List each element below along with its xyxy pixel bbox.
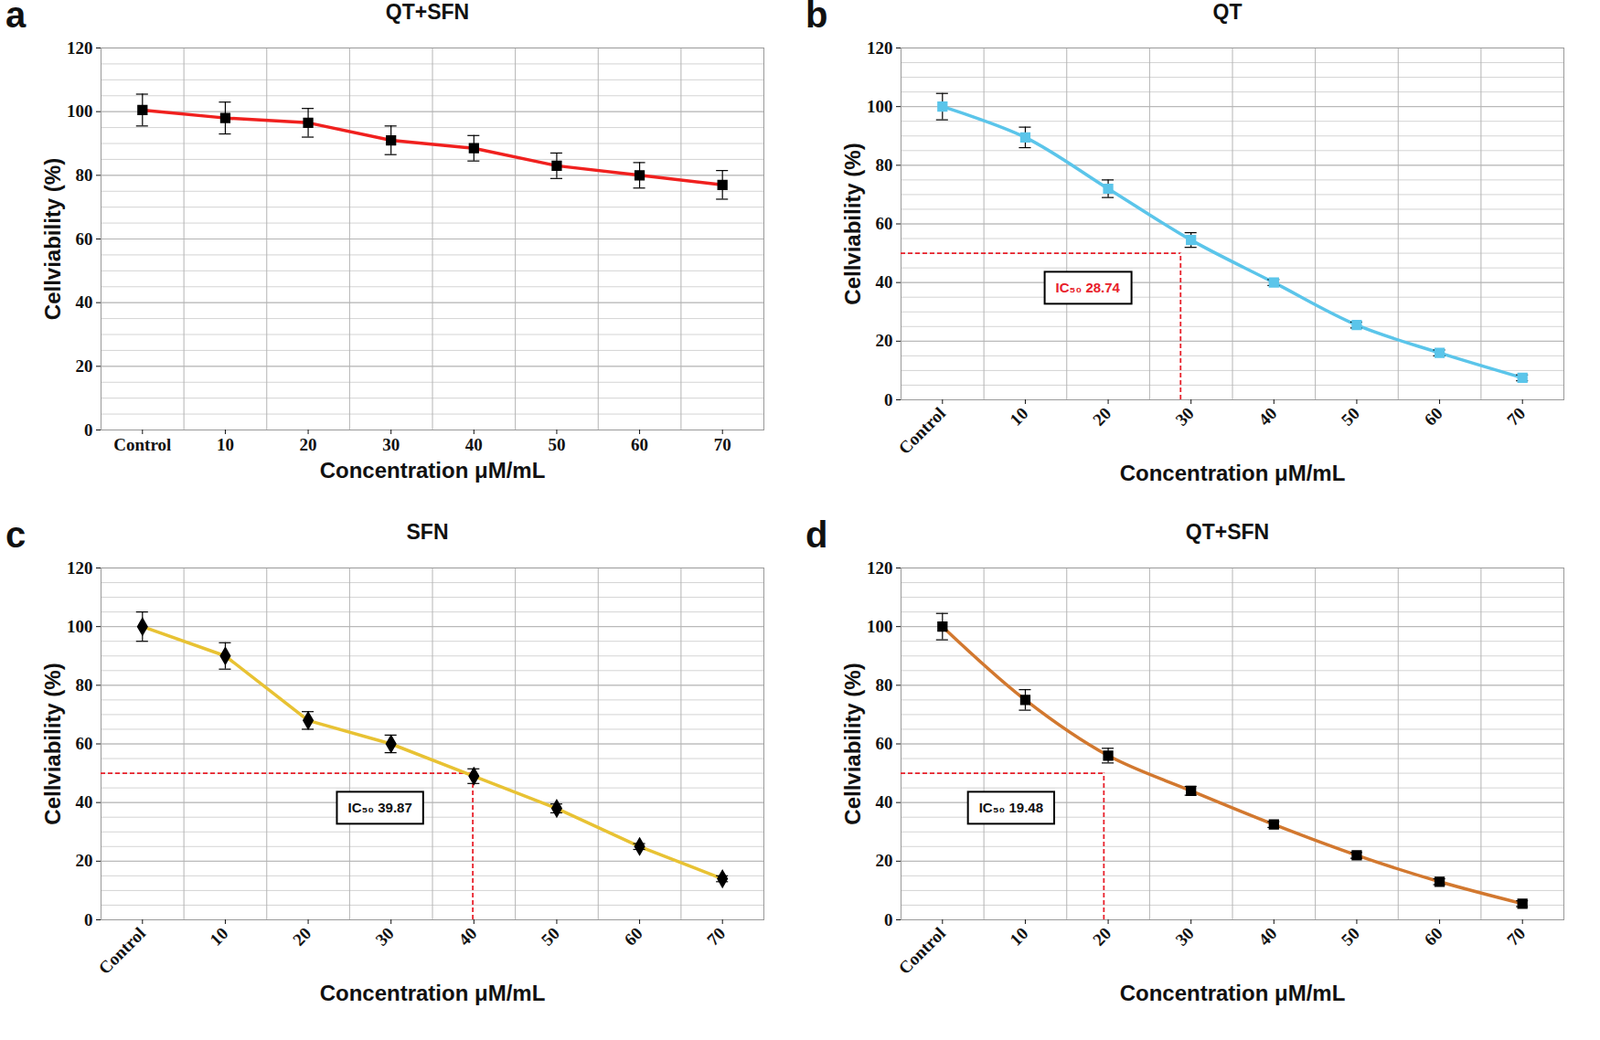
svg-text:0: 0 xyxy=(84,910,94,930)
svg-text:30: 30 xyxy=(382,435,400,455)
svg-text:Cellviability (%): Cellviability (%) xyxy=(840,142,865,305)
svg-text:Control: Control xyxy=(95,924,150,979)
svg-text:40: 40 xyxy=(75,292,94,312)
svg-text:120: 120 xyxy=(866,558,894,578)
svg-text:Concentration μM/mL: Concentration μM/mL xyxy=(320,458,546,483)
svg-text:70: 70 xyxy=(1503,404,1529,430)
svg-text:40: 40 xyxy=(875,792,894,812)
svg-text:20: 20 xyxy=(75,356,94,376)
html-text:QT+SFN: QT+SFN xyxy=(1185,520,1270,544)
svg-text:40: 40 xyxy=(1254,404,1280,430)
svg-text:20: 20 xyxy=(1088,404,1115,430)
svg-text:Cellviability (%): Cellviability (%) xyxy=(40,662,65,825)
html-text:QT+SFN: QT+SFN xyxy=(385,0,470,24)
svg-text:70: 70 xyxy=(1503,924,1529,950)
svg-text:0: 0 xyxy=(884,390,894,410)
svg-text:60: 60 xyxy=(875,734,894,754)
svg-text:30: 30 xyxy=(1172,404,1198,430)
html-text:QT: QT xyxy=(1212,0,1243,24)
svg-text:10: 10 xyxy=(205,924,232,950)
svg-text:80: 80 xyxy=(875,155,894,175)
svg-text:60: 60 xyxy=(619,924,646,950)
svg-text:20: 20 xyxy=(875,851,894,871)
svg-text:40: 40 xyxy=(465,435,483,455)
html-text:d: d xyxy=(805,514,828,555)
svg-text:Cellviability (%): Cellviability (%) xyxy=(840,662,865,825)
svg-text:120: 120 xyxy=(866,38,894,58)
svg-text:80: 80 xyxy=(75,165,94,185)
svg-text:Cellviability (%): Cellviability (%) xyxy=(40,158,65,320)
svg-text:20: 20 xyxy=(1088,924,1115,950)
svg-text:30: 30 xyxy=(1172,924,1198,950)
svg-text:40: 40 xyxy=(875,272,894,292)
svg-text:120: 120 xyxy=(66,38,94,58)
svg-text:40: 40 xyxy=(454,924,480,950)
svg-text:80: 80 xyxy=(75,675,94,695)
svg-text:20: 20 xyxy=(288,924,315,950)
svg-text:30: 30 xyxy=(372,924,398,950)
svg-text:0: 0 xyxy=(884,910,894,930)
html-text:SFN: SFN xyxy=(406,520,449,544)
svg-text:Concentration μM/mL: Concentration μM/mL xyxy=(1120,460,1346,486)
svg-text:40: 40 xyxy=(75,792,94,812)
svg-text:60: 60 xyxy=(630,435,649,455)
svg-text:40: 40 xyxy=(1254,924,1280,950)
svg-text:60: 60 xyxy=(875,213,894,234)
svg-text:20: 20 xyxy=(75,851,94,871)
svg-text:0: 0 xyxy=(84,420,94,440)
svg-text:50: 50 xyxy=(547,435,566,455)
svg-text:Control: Control xyxy=(895,924,950,979)
svg-text:100: 100 xyxy=(866,96,894,117)
svg-text:IC₅₀ 19.48: IC₅₀ 19.48 xyxy=(979,800,1044,816)
svg-text:70: 70 xyxy=(714,435,732,455)
svg-text:20: 20 xyxy=(875,330,894,351)
svg-text:100: 100 xyxy=(66,617,94,637)
svg-text:IC₅₀ 28.74: IC₅₀ 28.74 xyxy=(1056,279,1121,296)
svg-text:Control: Control xyxy=(895,404,950,459)
svg-text:60: 60 xyxy=(75,229,94,249)
svg-text:Control: Control xyxy=(113,435,171,455)
svg-text:10: 10 xyxy=(1005,924,1032,950)
svg-text:60: 60 xyxy=(1419,404,1446,430)
svg-text:70: 70 xyxy=(703,924,729,950)
svg-text:50: 50 xyxy=(1337,404,1364,430)
svg-text:100: 100 xyxy=(866,617,894,637)
svg-text:100: 100 xyxy=(66,101,94,121)
svg-text:60: 60 xyxy=(1419,924,1446,950)
svg-text:60: 60 xyxy=(75,734,94,754)
svg-text:Concentration μM/mL: Concentration μM/mL xyxy=(1120,981,1346,1006)
svg-text:10: 10 xyxy=(216,435,235,455)
svg-text:50: 50 xyxy=(537,924,564,950)
html-text:c: c xyxy=(5,514,26,555)
svg-text:10: 10 xyxy=(1005,404,1032,430)
svg-text:Concentration μM/mL: Concentration μM/mL xyxy=(320,981,546,1006)
svg-text:20: 20 xyxy=(299,435,318,455)
svg-text:IC₅₀ 39.87: IC₅₀ 39.87 xyxy=(347,800,412,816)
svg-text:80: 80 xyxy=(875,675,894,695)
svg-text:120: 120 xyxy=(66,558,94,578)
svg-text:50: 50 xyxy=(1337,924,1364,950)
